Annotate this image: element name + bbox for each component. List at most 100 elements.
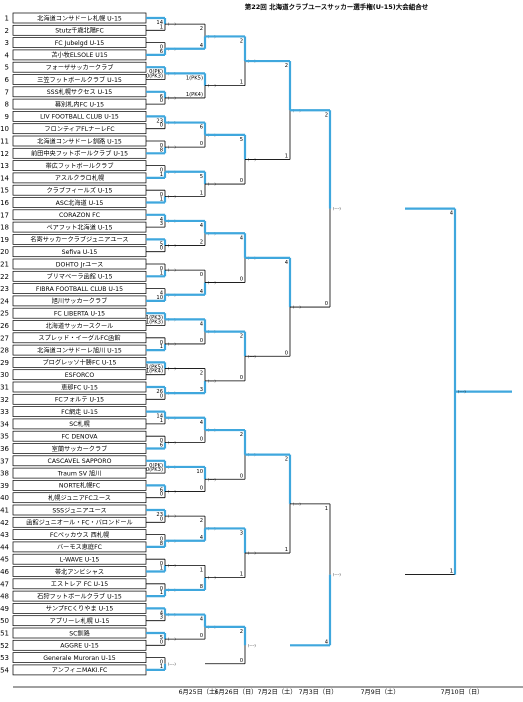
round1-score-bottom: 0(PK3) (146, 467, 163, 473)
round1-score-bottom: 1 (160, 418, 163, 424)
round1-score-top: 0 (160, 266, 163, 272)
team-number: 18 (0, 224, 9, 232)
team-name: ESFORCO (65, 372, 95, 379)
round1-score-top: 0(PK) (149, 463, 163, 469)
team-number: 17 (0, 211, 9, 219)
team-number: 6 (5, 76, 10, 84)
team-name: アスルクラロ札幌 (55, 174, 105, 182)
team-name: SSSジュニアユース (52, 507, 106, 514)
semifinal-match-note: (–––) (333, 207, 341, 211)
team-name: 石狩フットボールクラブ U-15 (37, 592, 122, 600)
round1-score-top: 23 (156, 118, 163, 124)
round1-score-bottom: 0 (160, 246, 163, 252)
round-date: 6月25日（土） (179, 688, 222, 696)
team-name: SC釧路 (69, 629, 90, 637)
team-number: 33 (0, 408, 9, 416)
team-number: 39 (0, 482, 9, 490)
team-name: スプレッド・イーグルFC函館 (38, 334, 120, 342)
team-name: エストレア FC U-15 (51, 581, 108, 588)
round3-score-bottom: 0 (240, 276, 243, 282)
round1-score-top: 4 (160, 291, 164, 297)
round3-score-top: 3 (240, 530, 243, 536)
team-name: Sefiva U-15 (62, 249, 98, 256)
round3-score-bottom: 0 (240, 473, 243, 479)
team-name: 帯広フットボールクラブ (45, 162, 113, 170)
team-name: FC LIBERTA U-15 (54, 311, 105, 318)
team-number: 48 (0, 593, 9, 601)
round2-score-bottom: 0 (200, 338, 203, 344)
team-name: 前田中央フットボールクラブ U-15 (31, 150, 128, 158)
team-number: 53 (0, 654, 9, 662)
team-name: AGGRE U-15 (60, 643, 99, 650)
team-name: 名寄サッカークラブジュニアユース (30, 236, 128, 244)
round1-score-bottom: 8 (160, 541, 163, 547)
team-number: 23 (0, 285, 9, 293)
round3-score-top: 5 (240, 137, 243, 143)
team-number: 10 (0, 125, 9, 133)
round1-score-bottom: 3 (160, 615, 163, 621)
round-date: 7月10日（日） (441, 689, 484, 696)
round1-score-top: 0 (160, 537, 163, 543)
round1-score-top: 5 (160, 635, 163, 641)
round1-score-top: 0 (160, 340, 163, 346)
round3-match-note: (–––) (248, 643, 256, 647)
team-number: 47 (0, 580, 9, 588)
team-name: NORTE札幌FC (59, 482, 100, 490)
team-number: 38 (0, 470, 9, 478)
round1-score-top: 4 (160, 610, 164, 616)
team-number: 32 (0, 396, 9, 404)
round3-score-top: 2 (240, 629, 243, 635)
team-number: 16 (0, 199, 9, 207)
page-title: 第22回 北海道クラブユースサッカー選手権(U-15)大会組合せ (244, 3, 429, 11)
quarterfinal-score-bottom: 1 (285, 153, 288, 159)
round1-score-bottom: 3 (160, 221, 163, 227)
round1-score-bottom: 10 (156, 295, 163, 301)
team-name: Traum SV 旭川 (57, 469, 102, 477)
round2-score-top: 10 (196, 469, 203, 475)
team-name: Generale Muroran U-15 (43, 655, 116, 662)
team-name: LIV FOOTBALL CLUB U-15 (40, 114, 119, 121)
round1-score-bottom: 1 (160, 197, 163, 203)
quarterfinal-score-top: 4 (285, 260, 289, 266)
team-number: 21 (0, 261, 9, 269)
round3-score-bottom: 1 (240, 80, 243, 86)
team-number: 15 (0, 187, 9, 195)
round3-score-top: 2 (240, 38, 243, 44)
team-number: 51 (0, 630, 9, 638)
team-number: 45 (0, 556, 9, 564)
round2-score-bottom: 4 (200, 289, 204, 295)
team-number: 3 (5, 39, 9, 47)
team-name: クラブフィールズ U-15 (47, 187, 113, 195)
round1-score-top: 1(PK5) (146, 364, 163, 370)
team-number: 7 (5, 88, 9, 96)
team-name: 北海道コンサドーレ釧路 U-15 (37, 137, 122, 145)
team-number: 52 (0, 642, 9, 650)
round2-score-bottom: 4 (200, 535, 204, 541)
round1-score-bottom: 1 (160, 590, 163, 596)
team-number: 44 (0, 543, 9, 551)
round1-score-bottom: 0 (160, 492, 163, 498)
round1-score-bottom: 1 (160, 566, 163, 572)
round1-score-top: 0 (160, 438, 163, 444)
team-name: FCペッカウス 西札幌 (50, 531, 109, 539)
round1-score-bottom: 1 (160, 664, 163, 670)
team-number: 28 (0, 347, 9, 355)
team-name: CASCAVEL SAPPORO (48, 458, 112, 465)
team-number: 24 (0, 297, 9, 305)
round1-score-bottom: 0 (160, 639, 163, 645)
round2-score-bottom: 0 (200, 141, 203, 147)
round2-score-bottom: 3 (200, 387, 203, 393)
round2-score-top: 4 (200, 617, 204, 623)
team-name: FC Jubelgd U-15 (55, 40, 105, 47)
team-number: 1 (5, 15, 9, 23)
round2-score-top: 4 (200, 420, 204, 426)
team-name: 北海道サッカースクール (46, 322, 114, 330)
team-number: 29 (0, 359, 9, 367)
team-name: 函館ジュニオール・FC・バロンドール (26, 519, 132, 527)
round1-score-bottom: 0 (160, 123, 163, 129)
quarterfinal-score-top: 2 (285, 63, 288, 69)
team-name: 北海道コンサドーレ札幌 U-15 (37, 14, 122, 22)
round-date: 6月26日（日） (215, 689, 258, 696)
team-name: 三笠フットボールクラブ U-15 (37, 76, 122, 84)
